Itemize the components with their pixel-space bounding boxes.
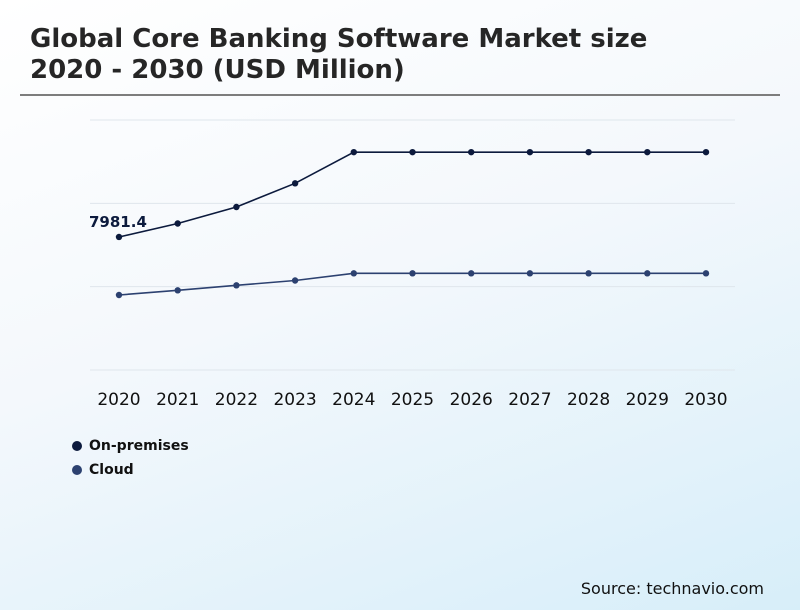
data-point-cloud-2030 — [702, 270, 710, 277]
legend-item-on-premises: On-premises — [72, 434, 189, 458]
chart-title-line-2: 2020 - 2030 (USD Million) — [30, 55, 405, 85]
data-point-on-premises-2026 — [468, 148, 475, 156]
x-tick-label-2030: 2030 — [684, 390, 727, 410]
chart-title-line-1: Global Core Banking Software Market size — [30, 24, 648, 54]
x-tick-label-2020: 2020 — [97, 390, 140, 410]
data-point-on-premises-2022 — [233, 203, 240, 211]
legend-item-cloud: Cloud — [72, 458, 189, 482]
data-label-on-premises-2020: 7981.4 — [89, 213, 147, 231]
data-point-on-premises-2025 — [409, 148, 416, 156]
data-point-on-premises-2027 — [526, 148, 534, 156]
legend-marker-on-premises — [72, 441, 82, 451]
x-tick-label-2026: 2026 — [450, 390, 493, 410]
x-tick-label-2021: 2021 — [156, 390, 199, 410]
x-tick-label-2025: 2025 — [391, 390, 434, 410]
legend-label-on-premises: On-premises — [89, 438, 189, 454]
series-line-on-premises — [118, 151, 706, 238]
series-line-cloud — [118, 272, 706, 296]
data-point-on-premises-2024 — [350, 148, 357, 156]
title-divider — [20, 94, 780, 96]
legend-marker-cloud — [72, 465, 82, 475]
x-tick-label-2022: 2022 — [215, 390, 258, 410]
data-point-cloud-2026 — [468, 270, 475, 277]
source-note: Source: technavio.com — [580, 579, 764, 598]
data-point-cloud-2028 — [585, 270, 592, 277]
x-tick-label-2028: 2028 — [567, 390, 610, 410]
data-point-cloud-2022 — [233, 282, 240, 289]
x-tick-label-2023: 2023 — [273, 390, 316, 410]
x-tick-label-2029: 2029 — [626, 390, 669, 410]
data-point-on-premises-2023 — [291, 180, 299, 187]
chart-title: Global Core Banking Software Market size… — [30, 24, 647, 86]
x-tick-label-2027: 2027 — [508, 390, 551, 410]
data-point-on-premises-2029 — [644, 148, 651, 156]
data-point-cloud-2020 — [115, 291, 123, 299]
data-point-cloud-2024 — [350, 270, 357, 277]
legend: On-premises Cloud — [72, 434, 189, 482]
data-point-on-premises-2021 — [174, 220, 181, 227]
data-point-cloud-2027 — [526, 270, 534, 277]
data-point-cloud-2023 — [291, 277, 299, 284]
data-point-cloud-2021 — [174, 287, 181, 294]
data-point-on-premises-2028 — [585, 148, 592, 156]
legend-label-cloud: Cloud — [89, 462, 134, 478]
data-point-on-premises-2020 — [115, 233, 123, 241]
data-point-on-premises-2030 — [702, 148, 710, 156]
data-point-cloud-2029 — [644, 270, 651, 277]
data-point-cloud-2025 — [409, 270, 416, 277]
x-tick-label-2024: 2024 — [332, 390, 375, 410]
